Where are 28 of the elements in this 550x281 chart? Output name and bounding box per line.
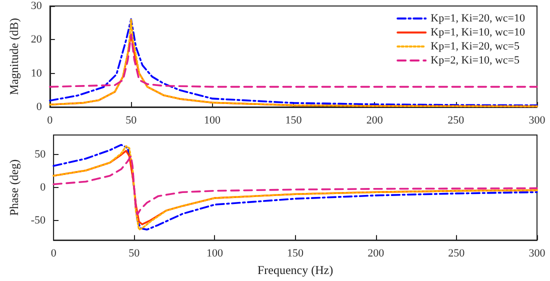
x-axis-title: Frequency (Hz) xyxy=(257,263,334,277)
y-axis-title: Phase (deg) xyxy=(7,159,21,216)
x-tick-label: 100 xyxy=(206,248,224,260)
x-tick-label: 300 xyxy=(528,114,546,126)
legend-label: Kp=1, Ki=10, wc=10 xyxy=(430,26,526,38)
y-tick-label: 30 xyxy=(30,0,42,12)
y-tick-label: 0 xyxy=(40,182,46,194)
y-tick-label: 10 xyxy=(30,67,42,80)
legend-label: Kp=2, Ki=10, wc=5 xyxy=(430,54,520,66)
y-tick-label: 0 xyxy=(36,101,42,113)
x-tick-label: 150 xyxy=(287,248,304,260)
x-tick-label: 100 xyxy=(204,114,222,126)
x-tick-label: 150 xyxy=(285,114,302,126)
y-tick-label: -50 xyxy=(30,214,46,226)
y-axis-title: Magnitude (dB) xyxy=(7,18,21,95)
x-tick-label: 250 xyxy=(448,114,465,126)
x-tick-label: 200 xyxy=(368,248,385,260)
x-tick-label: 200 xyxy=(366,114,384,126)
x-tick-label: 250 xyxy=(448,248,466,260)
x-tick-label: 300 xyxy=(528,248,546,260)
x-tick-label: 50 xyxy=(128,248,140,260)
legend-label: Kp=1, Ki=20, wc=5 xyxy=(430,40,520,52)
legend-label: Kp=1, Ki=20, wc=10 xyxy=(430,12,526,24)
y-tick-label: 50 xyxy=(34,148,46,161)
x-tick-label: 0 xyxy=(50,248,57,260)
y-tick-label: 20 xyxy=(30,34,42,46)
x-tick-label: 50 xyxy=(126,114,138,126)
line-series xyxy=(52,155,538,216)
